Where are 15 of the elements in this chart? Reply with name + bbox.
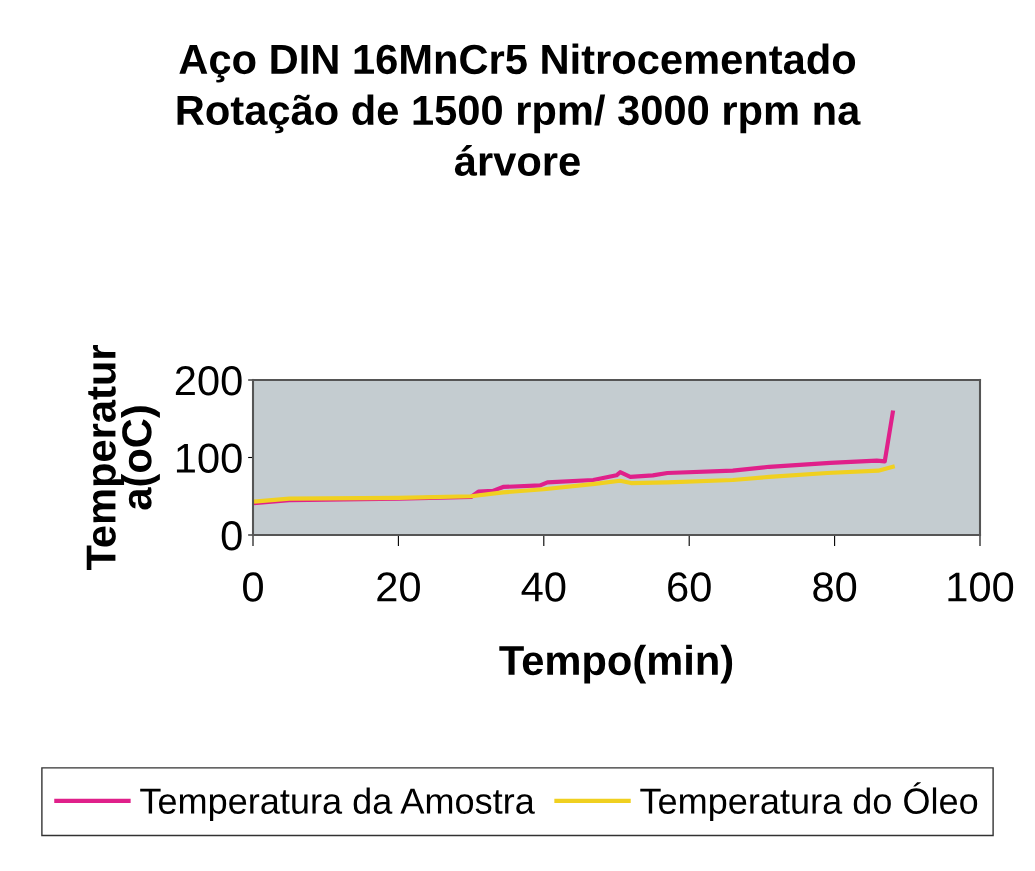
x-axis-title: Tempo(min) [499, 644, 733, 684]
x-tick-label: 60 [668, 572, 711, 602]
x-tick-label: 20 [377, 572, 420, 602]
chart-title: Aço DIN 16MnCr5 Nitrocementado Rotação de 1500 rpm/ 3000 rpm na árvore [177, 43, 861, 176]
line-series [253, 464, 895, 504]
x-tick-label: 80 [813, 572, 857, 602]
y-tick-label: 200 [175, 366, 242, 396]
x-tick-label: 100 [948, 572, 1014, 602]
x-tick-label: 40 [521, 572, 566, 602]
legend-label: Temperatura da Amostra [140, 787, 535, 822]
y-tick-label: 0 [221, 521, 242, 551]
y-axis-title: Temperatur a(oC) [86, 345, 160, 571]
x-tick-label: 0 [243, 572, 263, 602]
y-tick-label: 100 [176, 443, 242, 474]
legend-label: Temperatura do Óleo [640, 782, 978, 822]
